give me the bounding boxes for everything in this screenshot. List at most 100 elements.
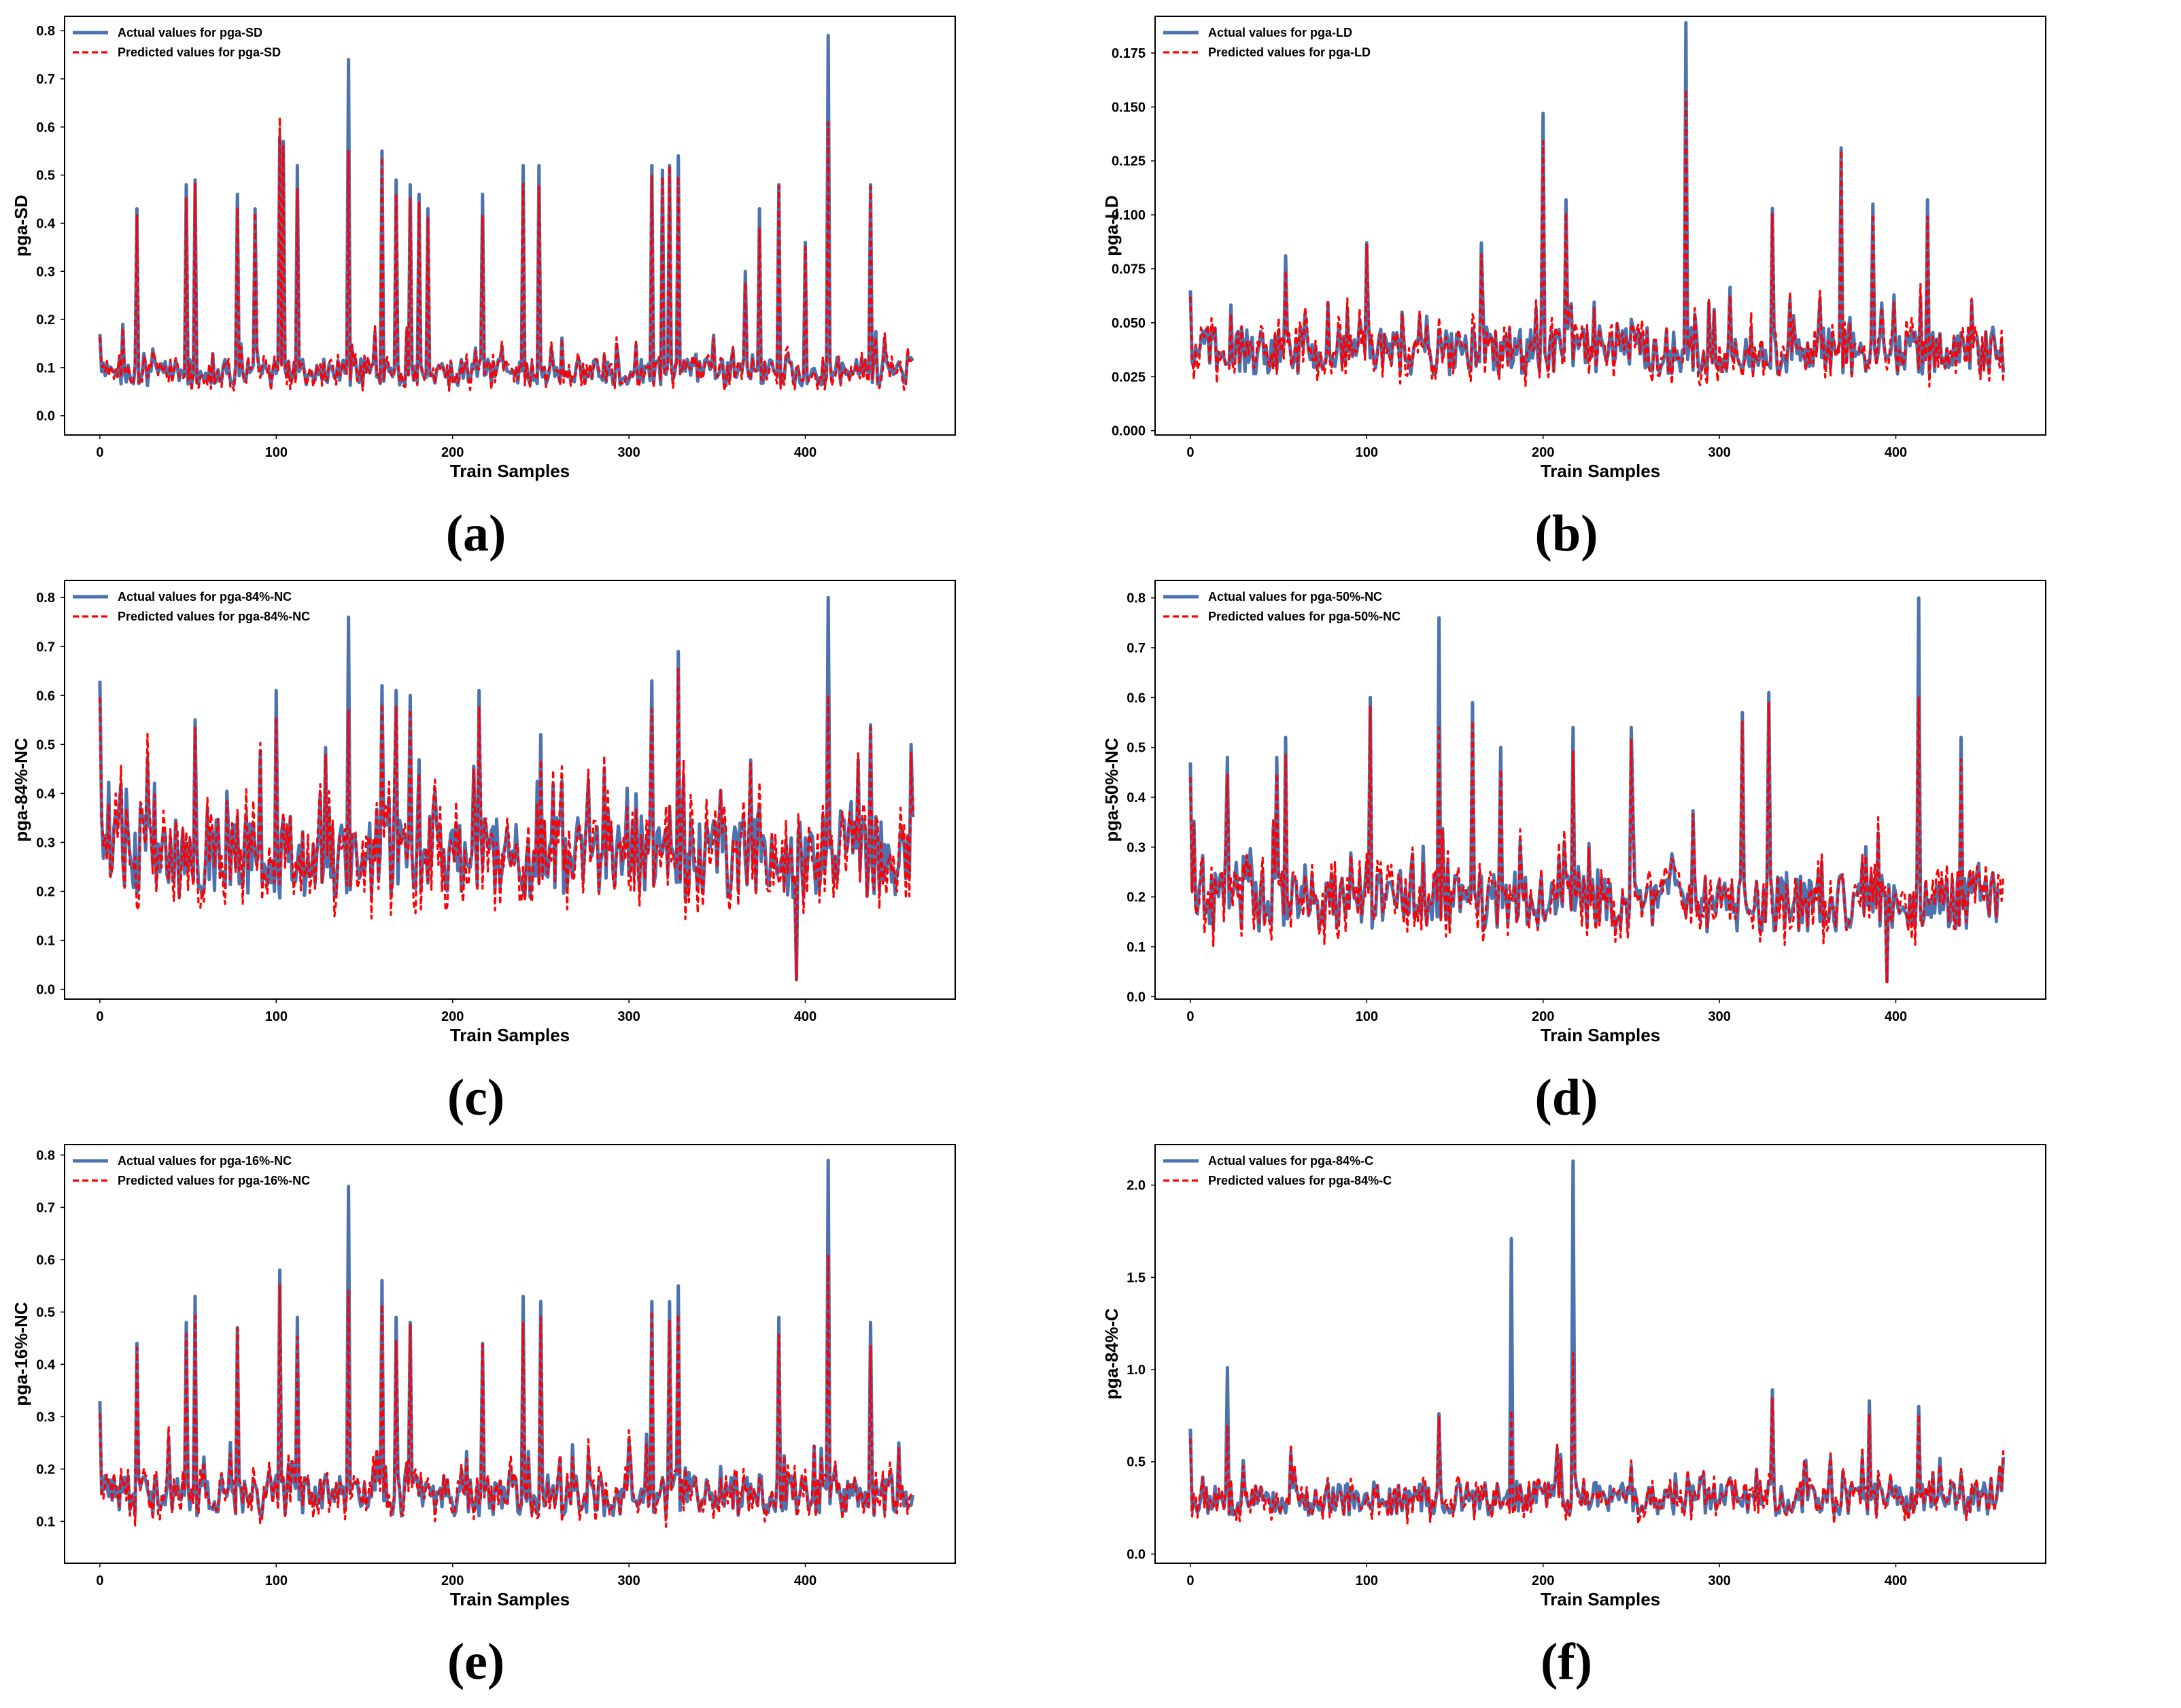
x-tick-label: 200 — [441, 1573, 464, 1588]
y-tick-label: 0.0 — [1127, 990, 1146, 1005]
y-tick-label: 0.3 — [1127, 840, 1146, 855]
y-tick-label: 0.5 — [1127, 741, 1146, 756]
x-tick-label: 0 — [1186, 445, 1194, 460]
y-axis-label: pga-50%-NC — [1101, 737, 1122, 841]
x-tick-label: 100 — [1356, 1573, 1378, 1588]
y-tick-label: 0.2 — [36, 1462, 55, 1477]
panel-caption: (b) — [1535, 505, 1598, 562]
y-tick-label: 0.0 — [1127, 1547, 1146, 1562]
x-tick-label: 200 — [441, 1009, 464, 1024]
series-predicted-line — [1189, 1352, 2005, 1525]
x-tick-label: 300 — [1708, 445, 1730, 460]
series-predicted-line — [1189, 696, 2005, 984]
y-tick-label: 0.000 — [1112, 424, 1146, 439]
y-tick-label: 0.2 — [1127, 890, 1146, 905]
legend: Actual values for pga-16%-NC Predicted va… — [73, 1154, 310, 1187]
y-axis-label: pga-LD — [1101, 195, 1122, 256]
x-tick-label: 300 — [617, 445, 640, 460]
legend-actual-label: Actual values for pga-84%-C — [1208, 1154, 1373, 1168]
x-tick-label: 400 — [1885, 1009, 1907, 1024]
legend: Actual values for pga-50%-NC Predicted va… — [1163, 590, 1401, 623]
chart-panel-c: 0 100 200 300 400 0.0 0.1 0.2 0.3 0.4 0.5 0.6 0.7 0.8… — [0, 564, 1090, 1132]
y-tick-label: 1.0 — [1127, 1363, 1146, 1378]
panel-caption: (e) — [447, 1633, 504, 1690]
plot-frame — [1154, 580, 2046, 1000]
x-axis-label: Train Samples — [450, 1589, 570, 1609]
chart-panel-e: 0 100 200 300 400 0.1 0.2 0.3 0.4 0.5 0.6 0.7 0.8 Tra… — [0, 1128, 1090, 1696]
y-tick-label: 0.1 — [36, 361, 55, 376]
y-tick-label: 0.125 — [1112, 154, 1146, 169]
y-tick-label: 0.1 — [36, 934, 55, 949]
y-tick-label: 0.4 — [36, 1357, 56, 1372]
series-actual-line — [98, 33, 914, 388]
y-tick-label: 0.6 — [36, 1253, 55, 1268]
y-tick-label: 0.0 — [36, 409, 55, 424]
panel-caption: (d) — [1535, 1069, 1598, 1126]
x-tick-label: 200 — [441, 445, 464, 460]
y-tick-label: 0.7 — [1127, 641, 1146, 656]
legend-actual-label: Actual values for pga-50%-NC — [1208, 590, 1382, 604]
y-tick-label: 0.1 — [1127, 940, 1146, 955]
chart-d: 0 100 200 300 400 0.0 0.1 0.2 0.3 0.4 0.5 0.6 0.7 0.8… — [1101, 580, 2046, 1126]
x-tick-label: 300 — [1708, 1573, 1730, 1588]
y-axis-label: pga-16%-NC — [11, 1302, 31, 1406]
x-axis-label: Train Samples — [1541, 1589, 1660, 1609]
y-tick-label: 1.5 — [1127, 1270, 1146, 1285]
y-tick-label: 0.5 — [1127, 1455, 1146, 1470]
x-tick-label: 100 — [265, 445, 288, 460]
y-tick-label: 0.175 — [1112, 46, 1146, 61]
panel-caption: (c) — [447, 1069, 504, 1126]
chart-panel-f: 0 100 200 300 400 0.0 0.5 1.0 1.5 2.0 Train Sample… — [1090, 1128, 2181, 1696]
legend-predicted-label: Predicted values for pga-LD — [1208, 46, 1371, 59]
chart-e: 0 100 200 300 400 0.1 0.2 0.3 0.4 0.5 0.6 0.7 0.8 Tra… — [11, 1144, 956, 1690]
chart-c: 0 100 200 300 400 0.0 0.1 0.2 0.3 0.4 0.5 0.6 0.7 0.8… — [11, 580, 956, 1126]
legend-actual-label: Actual values for pga-84%-NC — [118, 590, 292, 604]
y-tick-label: 0.5 — [36, 169, 55, 184]
x-tick-label: 100 — [1356, 1009, 1378, 1024]
y-tick-label: 0.6 — [1127, 691, 1146, 705]
x-tick-label: 0 — [1186, 1573, 1194, 1588]
x-tick-label: 300 — [617, 1573, 640, 1588]
y-tick-label: 0.8 — [36, 1148, 55, 1163]
y-axis-label: pga-84%-NC — [11, 737, 31, 841]
x-tick-label: 400 — [1885, 1573, 1907, 1588]
x-tick-label: 100 — [265, 1009, 288, 1024]
x-tick-label: 200 — [1532, 445, 1554, 460]
series-predicted-line — [99, 116, 914, 393]
x-tick-label: 0 — [96, 445, 103, 460]
y-tick-label: 0.025 — [1112, 370, 1146, 385]
y-tick-label: 0.7 — [36, 1200, 55, 1215]
y-tick-label: 0.8 — [1127, 591, 1146, 606]
plot-frame — [64, 580, 956, 1000]
x-axis-label: Train Samples — [1541, 461, 1660, 481]
x-tick-label: 400 — [794, 445, 817, 460]
legend: Actual values for pga-84%-NC Predicted va… — [73, 590, 310, 623]
y-tick-label: 2.0 — [1127, 1179, 1146, 1193]
legend-predicted-label: Predicted values for pga-50%-NC — [1208, 610, 1401, 623]
y-tick-label: 0.075 — [1112, 262, 1146, 277]
y-tick-label: 0.2 — [36, 884, 55, 899]
series-actual-line — [98, 1158, 915, 1518]
y-tick-label: 0.3 — [36, 264, 55, 279]
y-axis-label: pga-SD — [11, 195, 31, 257]
x-tick-label: 0 — [96, 1573, 103, 1588]
y-tick-label: 0.4 — [36, 216, 56, 231]
y-tick-label: 0.6 — [36, 120, 55, 135]
panel-caption: (a) — [446, 505, 506, 562]
y-axis-label: pga-84%-C — [1101, 1308, 1122, 1400]
y-tick-label: 0.8 — [36, 24, 55, 39]
y-tick-label: 0.7 — [36, 640, 55, 655]
legend: Actual values for pga-84%-C Predicted val… — [1163, 1154, 1392, 1187]
chart-a: 0 100 200 300 400 0.0 0.1 0.2 0.3 0.4 0.5 0.6 0.7 0.8… — [11, 16, 956, 562]
y-tick-label: 0.100 — [1112, 208, 1146, 223]
x-axis-label: Train Samples — [1541, 1025, 1660, 1045]
plot-frame — [64, 16, 956, 436]
legend: Actual values for pga-LD Predicted values… — [1163, 26, 1371, 59]
chart-b: 0 100 200 300 400 0.000 0.025 0.050 0.075 0.100 0.… — [1101, 16, 2046, 562]
x-tick-label: 400 — [1885, 445, 1907, 460]
x-axis-label: Train Samples — [450, 461, 570, 481]
panel-caption: (f) — [1541, 1633, 1592, 1690]
legend: Actual values for pga-SD Predicted values… — [73, 26, 281, 59]
x-axis-label: Train Samples — [450, 1025, 570, 1045]
chart-f: 0 100 200 300 400 0.0 0.5 1.0 1.5 2.0 Train Sample… — [1101, 1144, 2046, 1690]
